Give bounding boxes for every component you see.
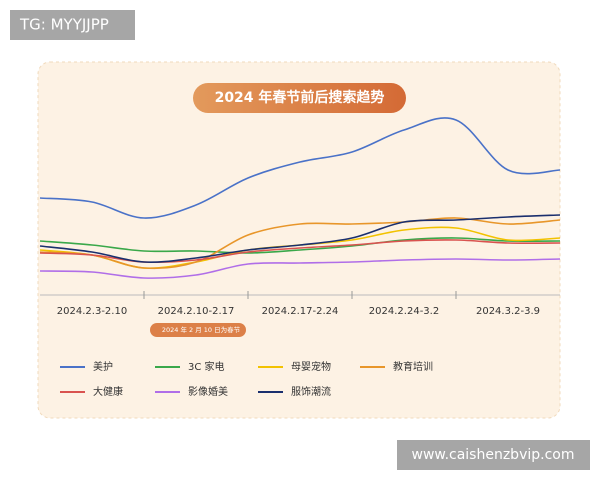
legend-label: 大健康	[93, 385, 123, 398]
corner-tag: TG: MYYJJPP	[19, 16, 109, 34]
legend-label: 母婴宠物	[291, 360, 331, 373]
x-tick-label: 2024.2.17-2.24	[262, 306, 339, 317]
legend-label: 影像婚美	[188, 385, 228, 398]
x-tick-label: 2024.2.24-3.2	[369, 306, 439, 317]
x-tick-label: 2024.2.3-2.10	[57, 306, 127, 317]
annotation-pill	[150, 323, 246, 337]
title-pill	[193, 83, 406, 113]
legend-label: 服饰潮流	[291, 385, 331, 398]
watermark-bg	[397, 440, 590, 470]
legend-label: 美护	[93, 360, 113, 373]
series-line	[39, 237, 561, 254]
series-line	[39, 214, 561, 263]
series-line	[39, 117, 561, 219]
series-line	[39, 258, 561, 279]
chart-title: 2024 年春节前后搜索趋势	[215, 89, 385, 106]
x-tick-label: 2024.2.10-2.17	[158, 306, 235, 317]
legend-label: 教育培训	[393, 360, 433, 373]
watermark: www.caishenzbvip.com	[412, 447, 575, 463]
corner-tag-bg	[10, 10, 135, 40]
annotation: 2024 年 2 月 10 日为春节	[162, 325, 241, 334]
x-tick-label: 2024.3.2-3.9	[476, 306, 540, 317]
legend-label: 3C 家电	[188, 360, 225, 373]
